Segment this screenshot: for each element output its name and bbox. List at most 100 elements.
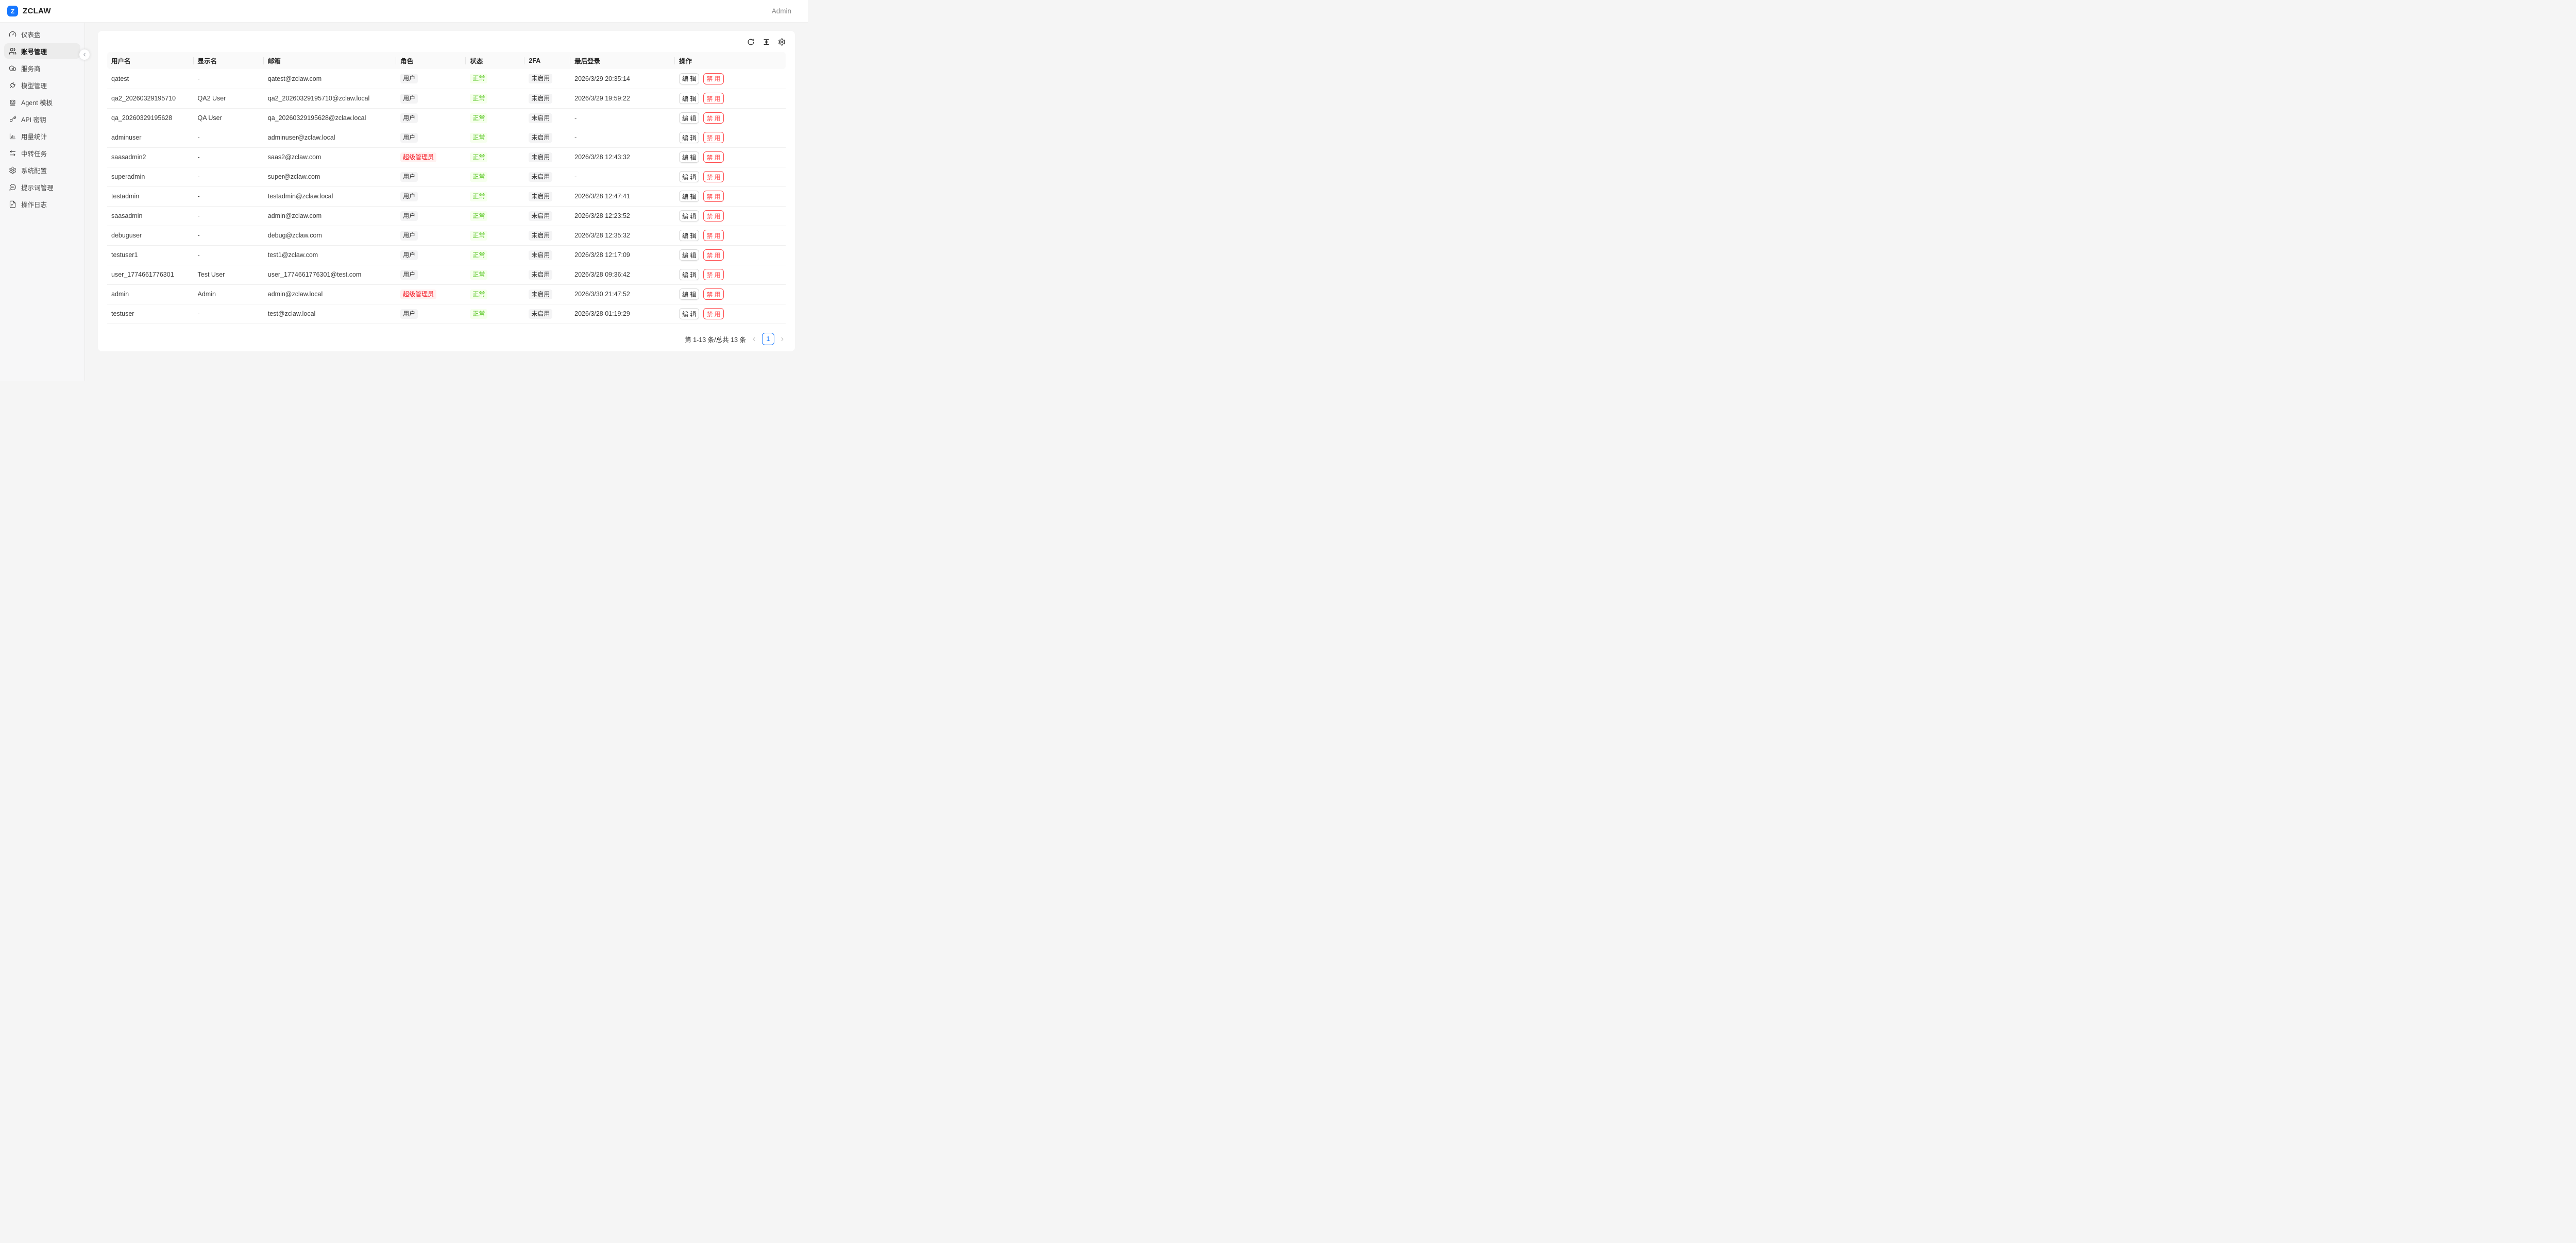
- sidebar-collapse-button[interactable]: [79, 49, 90, 60]
- last-login-cell: 2026/3/29 19:59:22: [570, 89, 675, 109]
- edit-button[interactable]: 编 辑: [679, 132, 700, 143]
- twofa-cell: 未启用: [524, 206, 571, 226]
- user-menu[interactable]: Admin: [771, 7, 791, 15]
- sidebar-item-5[interactable]: Agent 模板: [4, 94, 80, 110]
- sidebar: 仪表盘 账号管理 服务商 模型管理 Agent 模板 API 密钥用量统计中转任务系统配置…: [0, 23, 90, 381]
- disable-button[interactable]: 禁 用: [703, 249, 724, 261]
- accounts-table: 用户名 显示名 邮箱 角色 状态 2FA 最后登录 操作 qatest - qatest@zcla…: [107, 52, 786, 324]
- status-tag: 正常: [470, 211, 488, 221]
- pagination-prev-button[interactable]: [751, 336, 757, 343]
- role-tag: 用户: [400, 269, 418, 280]
- edit-button[interactable]: 编 辑: [679, 269, 700, 280]
- actions-cell: 编 辑禁 用: [674, 128, 786, 148]
- role-tag: 用户: [400, 230, 418, 241]
- edit-button[interactable]: 编 辑: [679, 151, 700, 163]
- disable-button[interactable]: 禁 用: [703, 73, 724, 84]
- sidebar-item-8[interactable]: 中转任务: [4, 145, 80, 161]
- role-cell: 用户: [396, 304, 466, 324]
- disable-button[interactable]: 禁 用: [703, 308, 724, 319]
- disable-button[interactable]: 禁 用: [703, 210, 724, 222]
- status-tag: 正常: [470, 269, 488, 280]
- role-tag: 用户: [400, 172, 418, 182]
- sidebar-item-11[interactable]: 操作日志: [4, 196, 80, 212]
- column-header: 最后登录: [570, 52, 675, 69]
- username-cell: saasadmin2: [107, 147, 194, 167]
- username-cell: saasadmin: [107, 206, 194, 226]
- email-cell: debug@zclaw.com: [263, 226, 397, 246]
- role-tag: 用户: [400, 309, 418, 319]
- column-header: 2FA: [524, 52, 571, 69]
- column-height-icon[interactable]: [762, 38, 770, 46]
- sidebar-item-4[interactable]: 模型管理: [4, 77, 80, 93]
- status-cell: 正常: [466, 245, 525, 265]
- username-cell: testuser1: [107, 245, 194, 265]
- sidebar-item-6[interactable]: API 密钥: [4, 111, 80, 127]
- display-name-cell: QA User: [193, 108, 264, 128]
- email-cell: qa_20260329195628@zclaw.local: [263, 108, 397, 128]
- account-table-card: 用户名 显示名 邮箱 角色 状态 2FA 最后登录 操作 qatest - qatest@zcla…: [98, 31, 795, 351]
- edit-button[interactable]: 编 辑: [679, 249, 700, 261]
- sidebar-item-9[interactable]: 系统配置: [4, 162, 80, 178]
- edit-button[interactable]: 编 辑: [679, 230, 700, 241]
- brand-name: ZCLAW: [23, 7, 51, 15]
- settings-icon[interactable]: [778, 38, 786, 46]
- edit-button[interactable]: 编 辑: [679, 171, 700, 182]
- username-cell: qa2_20260329195710: [107, 89, 194, 109]
- pagination-next-button[interactable]: [779, 336, 786, 343]
- sidebar-item-3[interactable]: 服务商: [4, 60, 80, 76]
- disable-button[interactable]: 禁 用: [703, 93, 724, 104]
- file-icon: [9, 200, 16, 208]
- edit-button[interactable]: 编 辑: [679, 210, 700, 222]
- status-cell: 正常: [466, 147, 525, 167]
- disable-button[interactable]: 禁 用: [703, 191, 724, 202]
- sidebar-item-1[interactable]: 仪表盘: [4, 26, 80, 42]
- twofa-tag: 未启用: [529, 211, 553, 221]
- email-cell: user_1774661776301@test.com: [263, 265, 397, 285]
- status-cell: 正常: [466, 226, 525, 246]
- twofa-tag: 未启用: [529, 113, 553, 123]
- column-header: 操作: [674, 52, 786, 69]
- disable-button[interactable]: 禁 用: [703, 151, 724, 163]
- display-name-cell: -: [193, 167, 264, 187]
- pagination-page-1[interactable]: 1: [762, 333, 774, 345]
- last-login-cell: 2026/3/28 09:36:42: [570, 265, 675, 285]
- edit-button[interactable]: 编 辑: [679, 288, 700, 300]
- sidebar-item-10[interactable]: 提示词管理: [4, 179, 80, 195]
- sidebar-item-2[interactable]: 账号管理: [4, 43, 80, 59]
- actions-cell: 编 辑禁 用: [674, 265, 786, 285]
- email-cell: qatest@zclaw.com: [263, 69, 397, 89]
- key-icon: [9, 115, 16, 123]
- role-cell: 用户: [396, 206, 466, 226]
- edit-button[interactable]: 编 辑: [679, 308, 700, 319]
- disable-button[interactable]: 禁 用: [703, 112, 724, 124]
- twofa-tag: 未启用: [529, 191, 553, 201]
- role-cell: 用户: [396, 186, 466, 207]
- status-tag: 正常: [470, 113, 488, 123]
- email-cell: qa2_20260329195710@zclaw.local: [263, 89, 397, 109]
- twofa-cell: 未启用: [524, 89, 571, 109]
- sidebar-item-7[interactable]: 用量统计: [4, 128, 80, 144]
- table-wrapper: 用户名 显示名 邮箱 角色 状态 2FA 最后登录 操作 qatest - qatest@zcla…: [107, 52, 786, 328]
- logo-icon: Z: [7, 6, 18, 16]
- edit-button[interactable]: 编 辑: [679, 112, 700, 124]
- twofa-cell: 未启用: [524, 167, 571, 187]
- disable-button[interactable]: 禁 用: [703, 171, 724, 182]
- disable-button[interactable]: 禁 用: [703, 132, 724, 143]
- status-cell: 正常: [466, 128, 525, 148]
- disable-button[interactable]: 禁 用: [703, 288, 724, 300]
- sidebar-item-label: 中转任务: [21, 150, 47, 158]
- display-name-cell: Test User: [193, 265, 264, 285]
- status-tag: 正常: [470, 74, 488, 84]
- cloud-server-icon: [9, 64, 16, 72]
- sidebar-item-label: API 密钥: [21, 116, 46, 124]
- last-login-cell: 2026/3/28 12:17:09: [570, 245, 675, 265]
- edit-button[interactable]: 编 辑: [679, 73, 700, 84]
- disable-button[interactable]: 禁 用: [703, 269, 724, 280]
- refresh-icon[interactable]: [747, 38, 755, 46]
- twofa-tag: 未启用: [529, 132, 553, 143]
- disable-button[interactable]: 禁 用: [703, 230, 724, 241]
- edit-button[interactable]: 编 辑: [679, 93, 700, 104]
- pagination-summary: 第 1-13 条/总共 13 条: [685, 336, 746, 344]
- edit-button[interactable]: 编 辑: [679, 191, 700, 202]
- actions-cell: 编 辑禁 用: [674, 89, 786, 109]
